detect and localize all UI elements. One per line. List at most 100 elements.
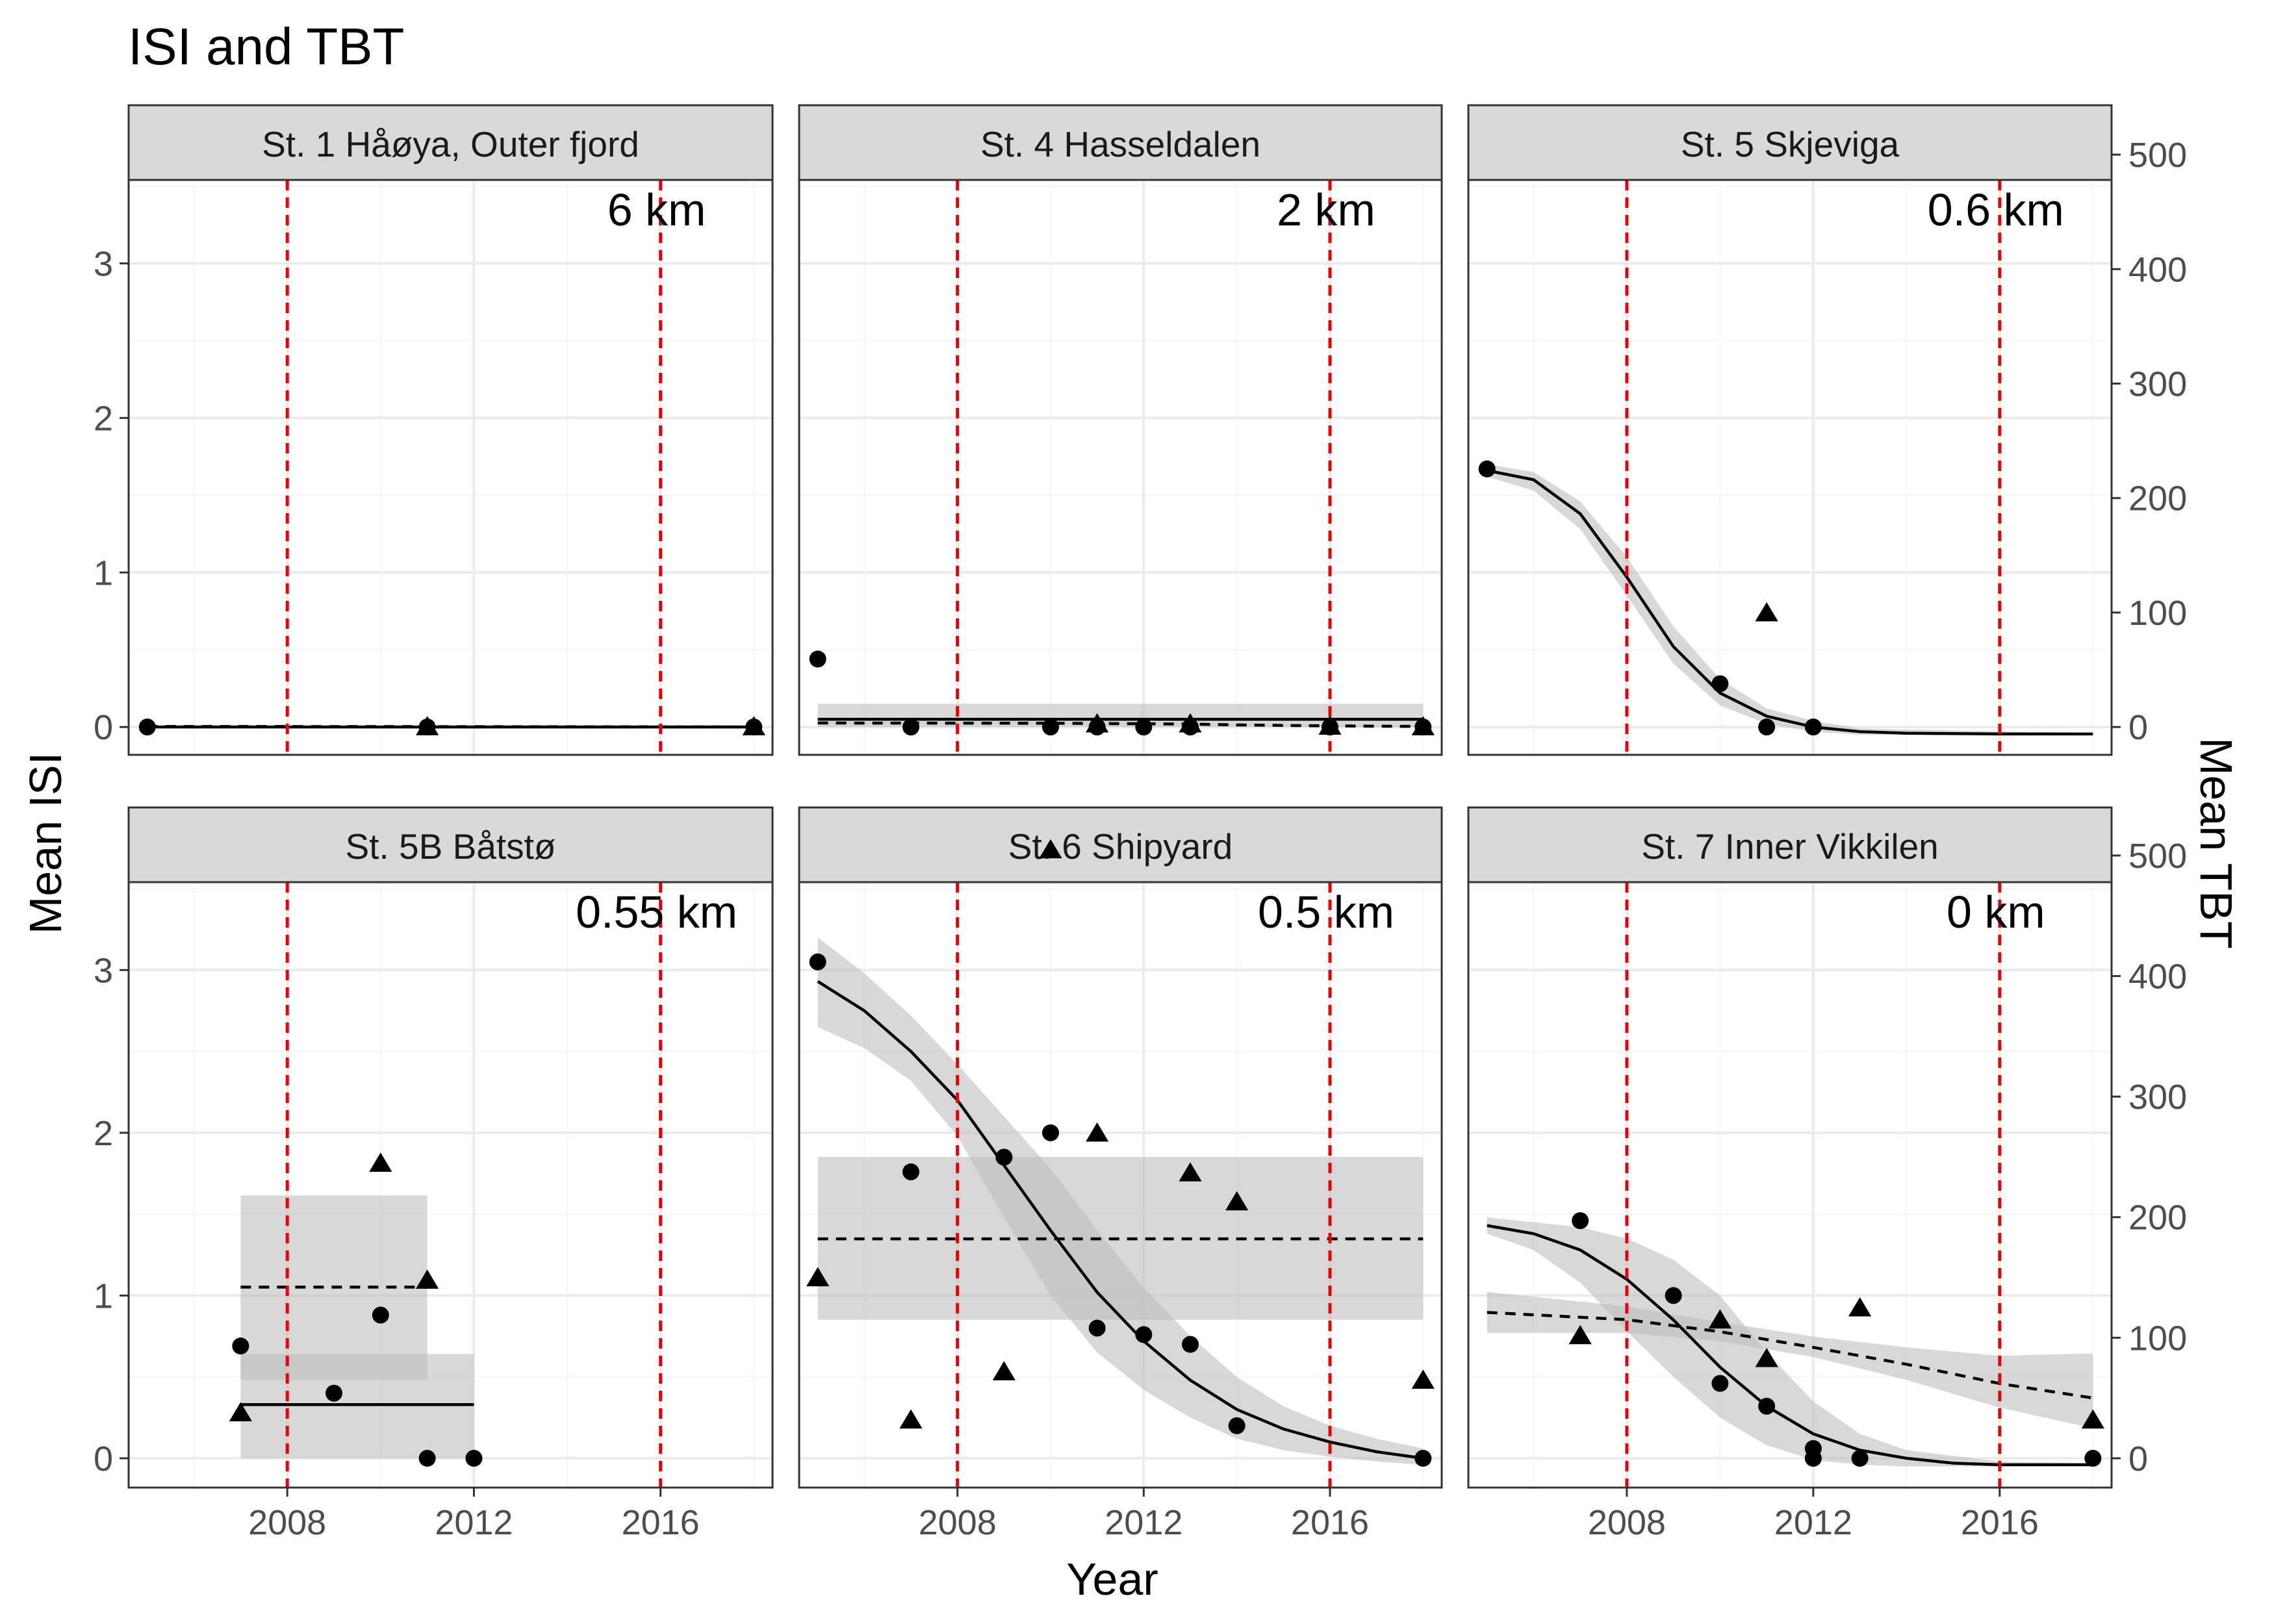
- isi-fit-line: [1487, 469, 2093, 736]
- tbt-point: [1708, 1309, 1731, 1329]
- tbt-point: [1848, 1297, 1872, 1317]
- tbt-point: [1411, 1369, 1435, 1389]
- isi-point: [418, 1449, 436, 1467]
- panel-border: [798, 881, 1443, 1489]
- panel-border: [127, 881, 774, 1489]
- isi-point: [1851, 1449, 1869, 1467]
- y-tick-label-right: 300: [2128, 1078, 2187, 1117]
- panel-border: [798, 179, 1443, 756]
- tbt-point: [1039, 839, 1062, 859]
- panel: St. 6 Shipyard 0.5 km 2008 2012 2016: [798, 806, 1443, 1542]
- isi-point: [902, 718, 919, 736]
- y-tick-label-right: 300: [2128, 365, 2187, 404]
- isi-point: [1572, 1212, 1589, 1230]
- x-tick-label: 2012: [435, 1503, 513, 1542]
- isi-fit-band: [817, 937, 1424, 1465]
- panel-strip-label: St. 1 Håøya, Outer fjord: [262, 124, 639, 164]
- x-tick-label: 2016: [622, 1503, 700, 1542]
- isi-fit-band: [1487, 1217, 2093, 1467]
- tbt-point: [742, 716, 765, 735]
- isi-point: [465, 1449, 483, 1467]
- tbt-point: [369, 1152, 392, 1172]
- isi-point: [372, 1306, 389, 1324]
- tbt-point: [1318, 715, 1342, 735]
- isi-point: [325, 1384, 342, 1402]
- isi-point: [2084, 1449, 2102, 1467]
- y-tick-label-left: 3: [94, 244, 113, 283]
- panel-strip-label: St. 7 Inner Vikkilen: [1641, 826, 1939, 867]
- isi-point: [995, 1148, 1013, 1166]
- x-tick-label: 2008: [919, 1503, 997, 1542]
- isi-point: [232, 1338, 249, 1355]
- tbt-point: [229, 1402, 252, 1421]
- panel-strip: [127, 104, 774, 181]
- isi-point: [1478, 460, 1496, 477]
- isi-point: [1711, 1375, 1729, 1392]
- isi-point: [809, 650, 826, 668]
- panel-border: [1467, 881, 2113, 1489]
- y-tick-label-right: 200: [2128, 1199, 2187, 1237]
- panel-background: [129, 180, 773, 755]
- distance-label: 0.55 km: [576, 887, 737, 937]
- isi-point: [1228, 1417, 1246, 1434]
- x-tick-label: 2012: [1105, 1503, 1182, 1542]
- tbt-point: [1755, 602, 1778, 622]
- x-tick-label: 2016: [1961, 1503, 2039, 1542]
- y-tick-label-right: 500: [2128, 837, 2187, 876]
- distance-label: 6 km: [607, 184, 706, 235]
- tbt-point: [899, 1409, 923, 1429]
- isi-point: [1182, 1336, 1199, 1353]
- isi-point: [1088, 1319, 1106, 1337]
- x-tick-label: 2008: [1588, 1503, 1666, 1542]
- tbt-point: [415, 716, 439, 735]
- tbt-fit-line: [817, 721, 1424, 728]
- tbt-point: [1568, 1325, 1592, 1345]
- isi-point: [809, 953, 826, 971]
- panel-border: [127, 179, 774, 756]
- isi-point: [902, 1163, 919, 1180]
- y-tick-label-left: 2: [94, 399, 113, 438]
- y-tick-label-left: 3: [94, 951, 113, 990]
- panel-strip-label: St. 4 Hasseldalen: [980, 124, 1260, 164]
- tbt-point: [1411, 716, 1435, 735]
- tbt-point: [806, 1267, 830, 1287]
- isi-point: [1711, 675, 1729, 692]
- panel: St. 4 Hasseldalen 2 km: [798, 104, 1443, 756]
- y-tick-label-left: 0: [94, 1440, 113, 1478]
- panel-border: [1467, 179, 2113, 756]
- y-tick-label-right: 500: [2128, 136, 2187, 175]
- y-tick-label-right: 400: [2128, 958, 2187, 996]
- x-tick-label: 2016: [1291, 1503, 1369, 1542]
- isi-point: [1804, 718, 1822, 736]
- chart-title: ISI and TBT: [128, 18, 404, 75]
- panel-background: [799, 180, 1442, 755]
- panel-strip-label: St. 5B Båtstø: [345, 826, 556, 867]
- tbt-point: [1086, 1122, 1109, 1142]
- y-tick-label-left: 2: [94, 1114, 113, 1153]
- isi-point: [1665, 1287, 1682, 1304]
- y-tick-label-left: 1: [94, 553, 113, 592]
- panel-strip-label: St. 5 Skjeviga: [1681, 124, 1900, 164]
- distance-label: 0.5 km: [1258, 887, 1394, 937]
- y-axis-label-left: Mean ISI: [20, 752, 71, 934]
- panel-strip: [1467, 104, 2113, 181]
- isi-point: [1042, 1124, 1059, 1141]
- y-tick-label-right: 0: [2128, 1440, 2148, 1478]
- y-tick-label-right: 200: [2128, 479, 2187, 518]
- isi-point: [1758, 718, 1776, 736]
- isi-point: [1414, 1449, 1432, 1467]
- isi-point: [1042, 718, 1059, 736]
- panel: St. 5 Skjeviga 0.6 km 0 100 200 300 400 500: [1467, 104, 2187, 756]
- y-tick-label-right: 100: [2128, 1319, 2187, 1358]
- panel: St. 1 Håøya, Outer fjord 6 km 0 1 2 3: [94, 104, 774, 756]
- y-tick-label-left: 0: [94, 708, 113, 747]
- distance-label: 0.6 km: [1928, 184, 2064, 235]
- panel-strip: [1467, 806, 2113, 883]
- tbt-point: [1225, 1191, 1249, 1211]
- panel: St. 5B Båtstø 0.55 km 0 1 2 3 2008 2012 2016: [94, 806, 774, 1542]
- tbt-point: [415, 1269, 439, 1289]
- tbt-fit-band: [817, 1156, 1424, 1320]
- y-tick-label-right: 100: [2128, 594, 2187, 633]
- isi-point: [1135, 718, 1153, 736]
